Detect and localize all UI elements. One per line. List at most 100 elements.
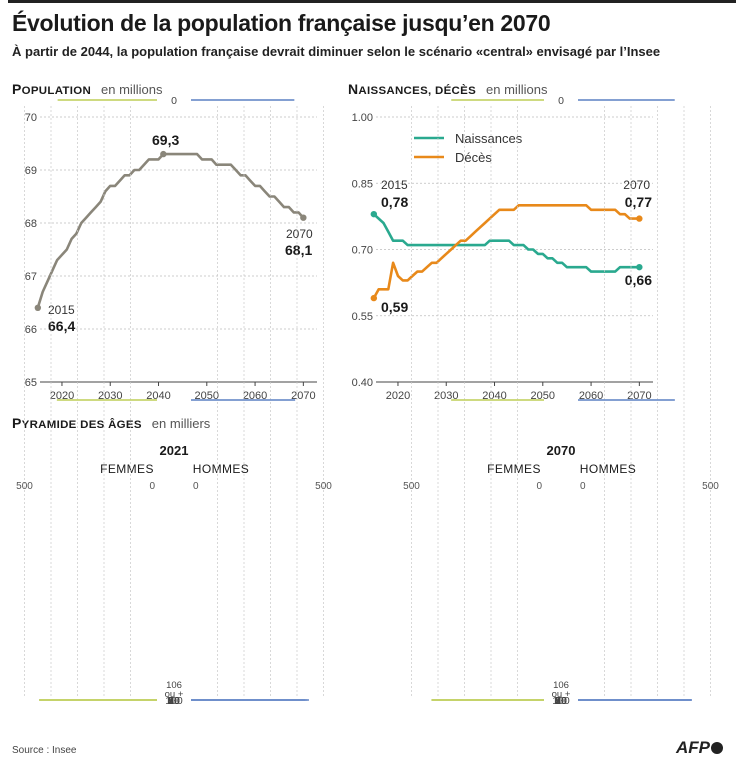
age-label: 50 xyxy=(168,695,180,707)
y-tick-label: 0.70 xyxy=(352,245,373,257)
female-bar xyxy=(152,699,157,701)
top-rule xyxy=(8,0,736,3)
female-bar xyxy=(539,699,544,701)
series-endpoint-naissances xyxy=(370,210,378,218)
male-bar xyxy=(578,699,580,701)
x-tick-label: 2020 xyxy=(50,390,74,402)
x-tick-label: 2030 xyxy=(434,390,458,402)
population-peak-point xyxy=(160,150,167,158)
y-tick-label: 65 xyxy=(25,377,37,389)
age-label: 80 xyxy=(168,695,180,707)
page-title: Évolution de la population française jus… xyxy=(12,10,551,36)
age-label: 60 xyxy=(168,695,180,707)
y-tick-label: 0.85 xyxy=(352,178,373,190)
series-line-naissances xyxy=(372,213,640,273)
y-tick-label: 66 xyxy=(25,324,37,336)
age-label: 40 xyxy=(168,695,180,707)
pyramid-title: 2070 xyxy=(547,443,576,458)
deaths-end-year: 2070 xyxy=(623,178,650,192)
series-line-population xyxy=(36,152,305,309)
x-tick-label: 2060 xyxy=(243,390,267,402)
series-endpoint-naissances xyxy=(636,263,643,271)
age-label: 20 xyxy=(555,695,567,707)
natality-section-unit: en millions xyxy=(486,82,548,97)
population-end-year: 2070 xyxy=(286,227,313,241)
x-tick-label: 2050 xyxy=(195,390,219,402)
age-label: 30 xyxy=(555,695,567,707)
age-label: 10 xyxy=(168,695,180,707)
natality-section-label: NAISSANCES, DÉCÈS xyxy=(348,81,477,97)
age-label: 60 xyxy=(555,695,567,707)
age-label: 0 xyxy=(171,95,177,107)
male-bar xyxy=(191,699,192,701)
age-label: 10 xyxy=(555,695,567,707)
pyramid-section-unit: en milliers xyxy=(151,416,211,431)
age-label: 0 xyxy=(558,95,564,107)
pyramid-right-label: HOMMES xyxy=(193,462,249,476)
births-start-year: 2015 xyxy=(381,178,408,192)
population-start-value: 66,4 xyxy=(48,318,75,334)
legend-label-births: Naissances xyxy=(455,131,523,146)
age-label: 106 xyxy=(166,680,182,691)
population-endpoint xyxy=(34,304,42,311)
series-line-décès xyxy=(372,204,640,299)
age-label: 20 xyxy=(168,695,180,707)
population-section-title: POPULATION en millions xyxy=(12,81,162,97)
age-label: 70 xyxy=(168,695,180,707)
source-note: Source : Insee xyxy=(12,745,77,756)
population-section-unit: en millions xyxy=(101,82,163,97)
pyramid-scale-label: 0 xyxy=(149,481,155,492)
afp-logo-text: AFP xyxy=(676,738,710,757)
age-label: 100 xyxy=(552,695,570,707)
population-peak-value: 69,3 xyxy=(152,132,179,148)
pyramid-right-label: HOMMES xyxy=(580,462,636,476)
y-tick-label: 70 xyxy=(25,112,37,124)
age-label: 70 xyxy=(555,695,567,707)
age-label: 80 xyxy=(555,695,567,707)
x-tick-label: 2070 xyxy=(627,390,651,402)
age-label: ou + xyxy=(165,689,184,700)
y-tick-label: 1.00 xyxy=(352,112,373,124)
age-label: 40 xyxy=(555,695,567,707)
naissances-deces-chart: 0.40 0.55 0.70 0.85 1.00 2020 2030 2040 2050 2060… xyxy=(352,112,653,402)
y-tick-label: 0.40 xyxy=(352,377,373,389)
age-label: 90 xyxy=(168,695,180,707)
male-bar xyxy=(578,99,675,101)
pyramid-scale-label: 0 xyxy=(193,481,199,492)
y-tick-label: 68 xyxy=(25,218,37,230)
female-bar xyxy=(57,99,157,101)
afp-logo: AFP xyxy=(676,738,723,758)
y-tick-label: 0.55 xyxy=(352,311,373,323)
pyramid-scale-label: 500 xyxy=(403,481,420,492)
age-label: ou + xyxy=(552,689,571,700)
y-tick-label: 67 xyxy=(25,271,37,283)
pyramid-left-label: FEMMES xyxy=(487,462,541,476)
female-bar xyxy=(56,399,157,401)
x-tick-label: 2040 xyxy=(482,390,506,402)
age-label: 30 xyxy=(168,695,180,707)
female-bar xyxy=(451,399,544,401)
births-end-value: 0,66 xyxy=(625,272,652,288)
population-section-label: POPULATION xyxy=(12,81,92,97)
pyramid-left-label: FEMMES xyxy=(100,462,154,476)
male-bar xyxy=(191,699,193,701)
male-bar xyxy=(191,399,296,401)
natality-section-title: NAISSANCES, DÉCÈS en millions xyxy=(348,81,547,97)
population-end-value: 68,1 xyxy=(285,242,312,258)
pyramid-section-title: PYRAMIDE DES ÂGES en milliers xyxy=(12,415,210,431)
pyramid-section-label: PYRAMIDE DES ÂGES xyxy=(12,415,142,431)
y-tick-label: 69 xyxy=(25,165,37,177)
x-tick-label: 2020 xyxy=(386,390,410,402)
series-endpoint-décès xyxy=(370,294,378,302)
age-label: 100 xyxy=(165,695,183,707)
afp-logo-dot xyxy=(711,742,723,754)
x-tick-label: 2060 xyxy=(579,390,603,402)
pyramid-scale-label: 500 xyxy=(702,481,719,492)
age-label: 106 xyxy=(553,680,569,691)
male-bar xyxy=(578,399,675,401)
x-tick-label: 2040 xyxy=(146,390,170,402)
female-bar xyxy=(451,99,544,101)
